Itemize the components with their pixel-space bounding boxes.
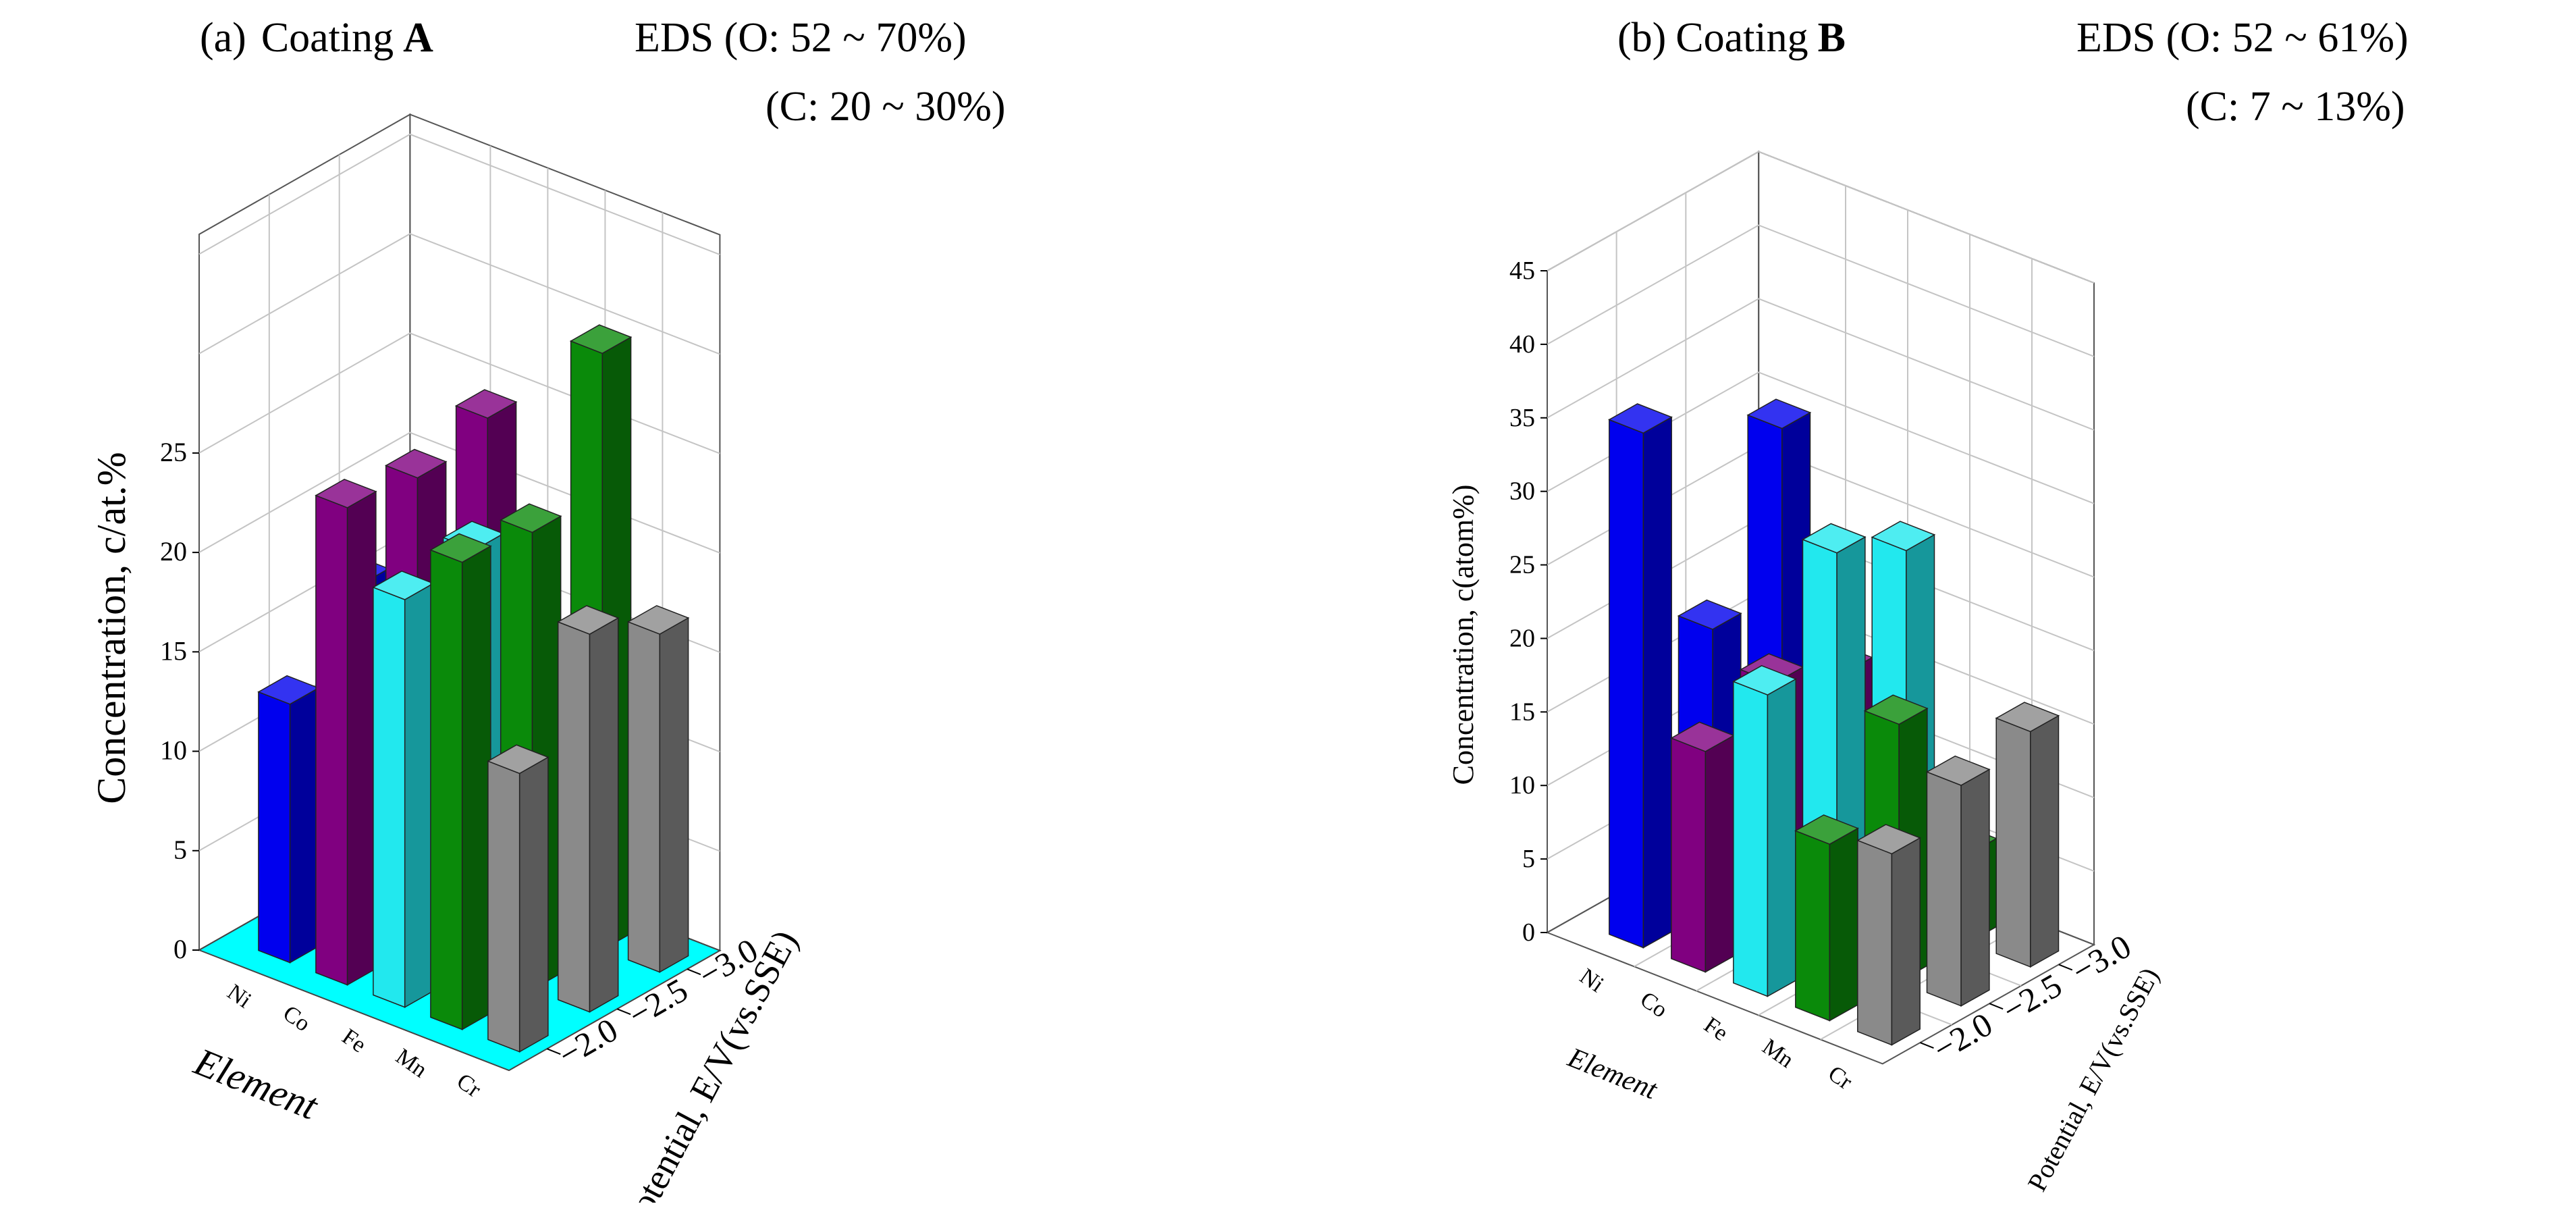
y-tick-label: 20: [160, 536, 187, 567]
bar-cr-1: [1856, 824, 1921, 1046]
category-label: Ni: [223, 980, 256, 1014]
category-label: Fe: [1699, 1012, 1732, 1046]
panel-a-title: (a) Coating A: [200, 15, 433, 61]
bar-ni-1: [1608, 403, 1673, 949]
panel-b-chart: 0 5 10 15 20 25 30 35 40 45 Concentration, c(atom%…: [1447, 150, 2165, 1196]
panel-a-annotation-2: (C: 20 ~ 30%): [766, 84, 1006, 130]
bar-co-1: [1670, 721, 1735, 973]
y-tick-label: 25: [1509, 551, 1535, 579]
panel-b-annotation-2: (C: 7 ~ 13%): [2186, 84, 2405, 130]
bar-cr-2: [1925, 755, 1991, 1007]
bar-cr-2: [556, 605, 620, 1013]
y-tick-label: 15: [1509, 698, 1535, 726]
y-tick-label: 20: [1509, 624, 1535, 652]
bar-mn-1: [429, 533, 492, 1030]
bar-ni-1: [257, 675, 320, 964]
potential-tick-label: −3.0: [2066, 927, 2138, 991]
panel-b-annotation-1: EDS (O: 52 ~ 61%): [2076, 15, 2409, 61]
bars: [1608, 398, 2060, 1046]
panel-a-chart: 0 5 10 15 20 25 Concentration, c/at.% Ni Co Fe Mn C…: [89, 113, 805, 1206]
category-label: Co: [1636, 987, 1672, 1023]
bar-cr-3: [626, 605, 690, 973]
potential-tick-label: −2.5: [1996, 966, 2068, 1029]
category-label: Fe: [338, 1024, 371, 1058]
y-tick-label: 30: [1509, 477, 1535, 506]
category-label: Cr: [452, 1069, 486, 1103]
bars: [257, 324, 690, 1053]
bar-co-1: [315, 478, 377, 986]
category-label: Ni: [1575, 964, 1608, 997]
category-label: Mn: [1758, 1034, 1798, 1072]
y-tick-label: 40: [1509, 330, 1535, 359]
bar-fe-1: [1732, 664, 1797, 997]
panel-a-annotation-1: EDS (O: 52 ~ 70%): [635, 15, 967, 61]
category-label: Mn: [391, 1044, 431, 1082]
category-label: Cr: [1823, 1061, 1857, 1095]
y-tick-label: 15: [160, 635, 187, 666]
panel-b-title: (b) Coating B: [1617, 15, 1846, 61]
category-label: Co: [278, 1001, 315, 1037]
y-tick-label: 0: [173, 934, 187, 964]
y-tick-label: 35: [1509, 404, 1535, 432]
bar-cr-1: [487, 744, 549, 1053]
y-tick-label: 5: [1522, 845, 1535, 873]
x-axis-label: Element: [188, 1039, 325, 1129]
y-tick-label: 10: [1509, 771, 1535, 799]
x-axis-label: Element: [1563, 1042, 1662, 1106]
bar-mn-1: [1794, 814, 1859, 1022]
y-axis-label: Concentration, c(atom%): [1447, 485, 1480, 785]
potential-tick-label: −2.0: [1927, 1005, 1999, 1068]
y-tick-label: 5: [173, 835, 187, 865]
y-axis-label: Concentration, c/at.%: [89, 452, 134, 804]
y-tick-label: 25: [160, 437, 187, 467]
bar-cr-3: [1995, 702, 2060, 968]
y-tick-label: 10: [160, 735, 187, 766]
y-tick-label: 45: [1509, 257, 1535, 285]
y-tick-label: 0: [1522, 918, 1535, 947]
bar-fe-1: [372, 570, 435, 1008]
